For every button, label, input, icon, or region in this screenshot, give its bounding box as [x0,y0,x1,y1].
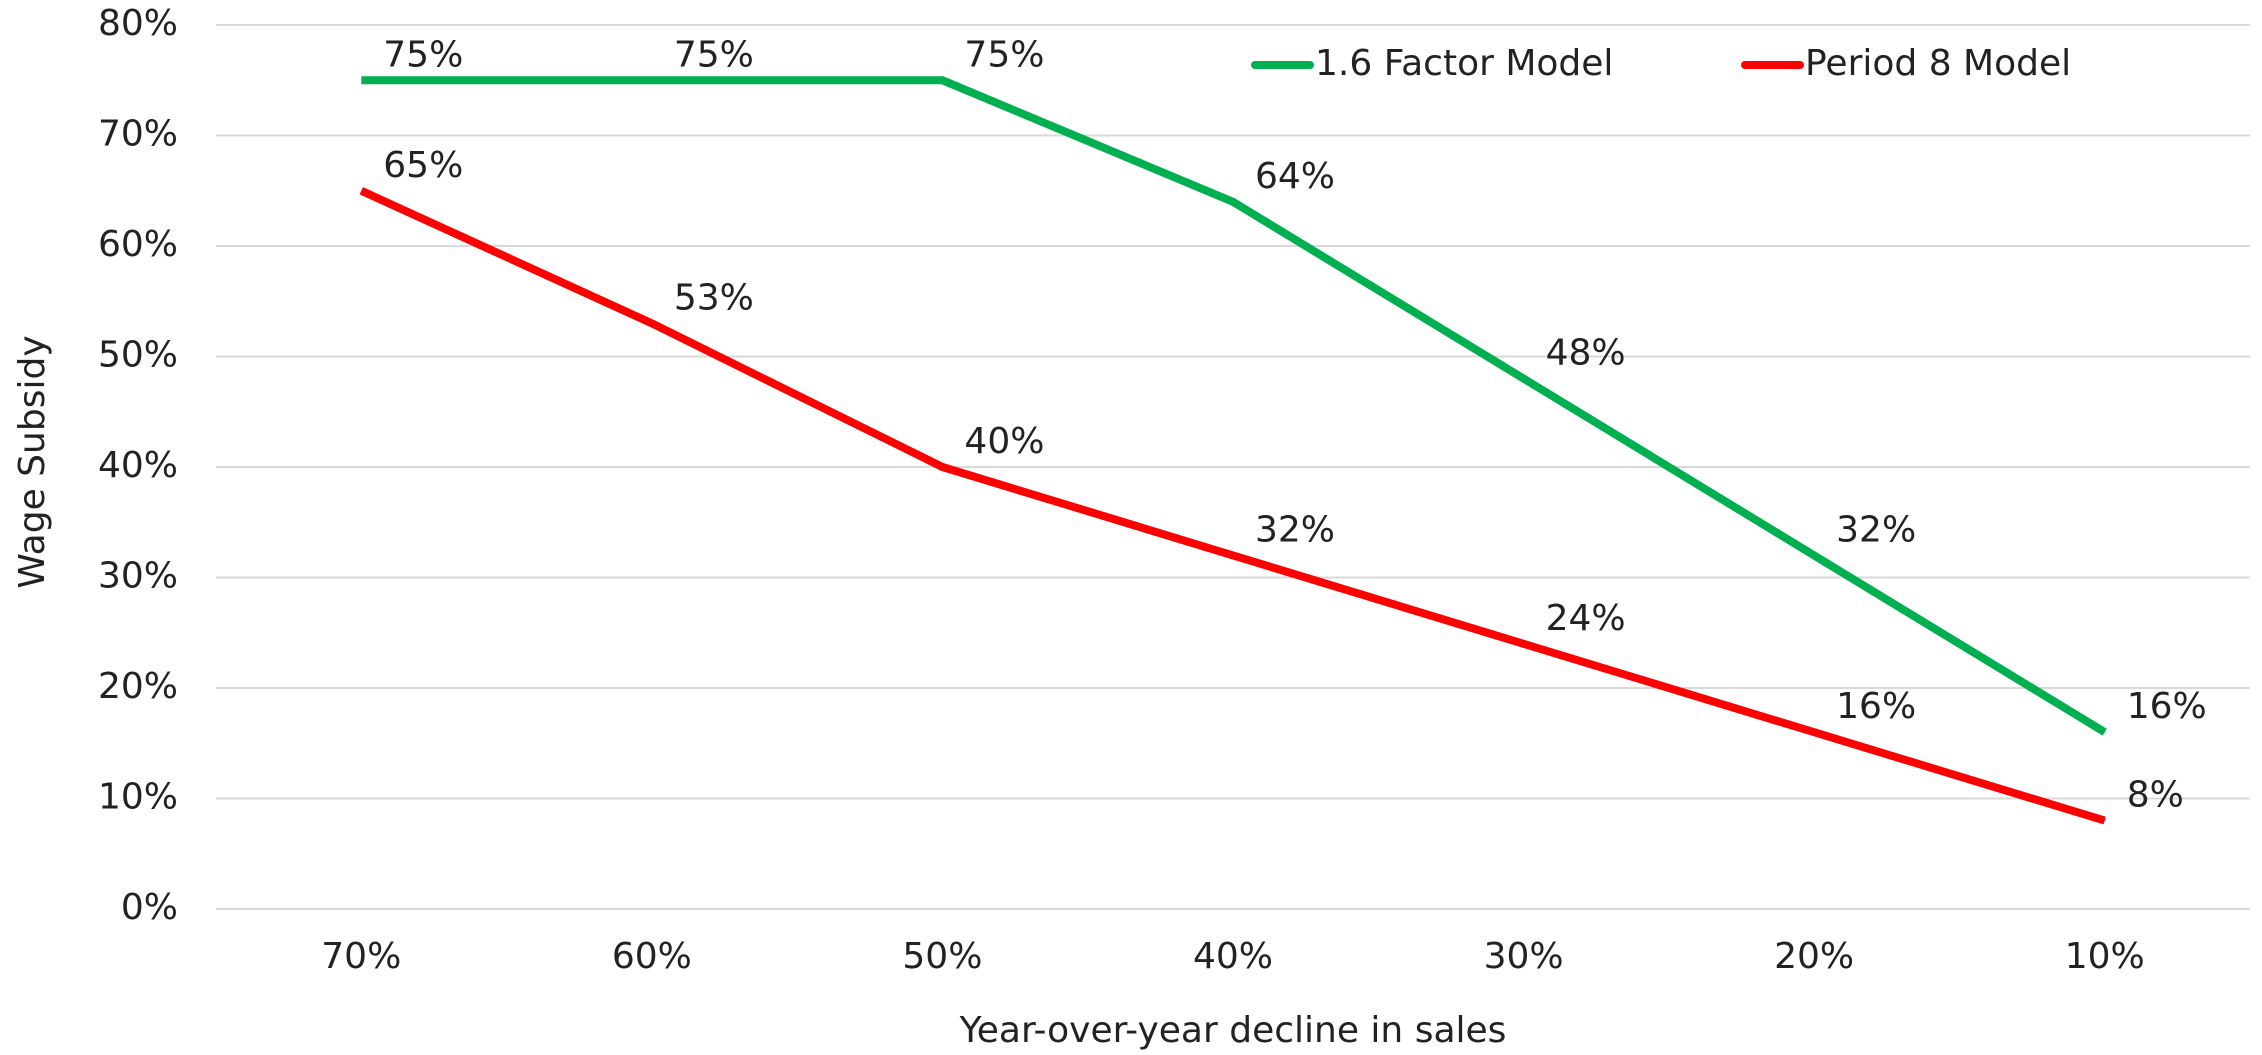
y-tick-label: 70% [98,114,178,155]
data-label: 32% [1836,509,1916,550]
data-label: 53% [674,277,754,318]
data-label: 75% [674,34,754,75]
series-line [359,187,2106,825]
series-line [361,76,2107,736]
x-tick-label: 40% [1193,936,1273,977]
x-axis-title: Year-over-year decline in sales [959,1010,1507,1051]
data-label: 24% [1546,598,1626,639]
y-axis-title: Wage Subsidy [12,335,53,588]
data-label: 16% [1836,686,1916,727]
x-tick-label: 50% [902,936,982,977]
data-label: 64% [1255,156,1335,197]
x-tick-label: 20% [1774,936,1854,977]
data-label: 32% [1255,509,1335,550]
legend-label: 1.6 Factor Model [1315,43,1613,84]
x-tick-label: 60% [612,936,692,977]
y-tick-label: 30% [98,556,178,597]
y-tick-label: 10% [98,777,178,818]
data-label: 16% [2127,686,2207,727]
x-tick-label: 70% [321,936,401,977]
y-tick-label: 40% [98,445,178,486]
x-tick-label: 10% [2065,936,2145,977]
y-tick-label: 60% [98,224,178,265]
data-label: 8% [2127,775,2184,816]
y-tick-label: 80% [98,3,178,44]
x-tick-label: 30% [1484,936,1564,977]
data-label: 65% [383,145,463,186]
y-tick-label: 50% [98,335,178,376]
legend-label: Period 8 Model [1805,43,2071,84]
y-tick-label: 0% [121,887,178,928]
data-label: 48% [1546,333,1626,374]
y-tick-label: 20% [98,666,178,707]
data-label: 75% [964,34,1044,75]
data-label: 40% [964,421,1044,462]
data-label: 75% [383,34,463,75]
